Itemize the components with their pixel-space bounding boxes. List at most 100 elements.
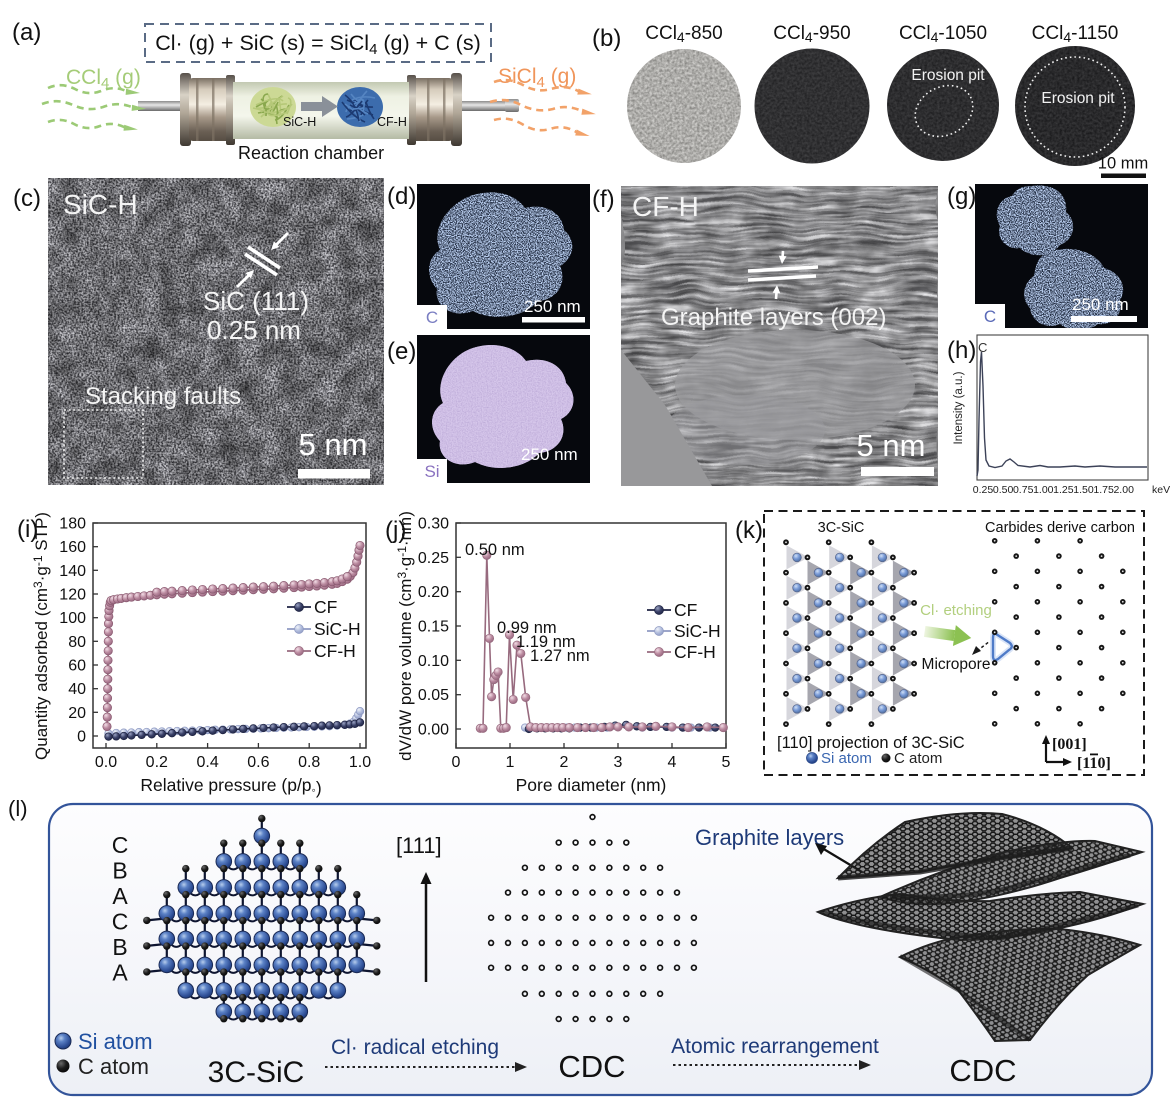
svg-text:CDC: CDC — [558, 1049, 625, 1084]
svg-text:(h): (h) — [947, 337, 976, 364]
svg-text:140: 140 — [59, 563, 86, 580]
svg-text:C: C — [112, 832, 129, 858]
svg-text:CCl4-950: CCl4-950 — [773, 23, 851, 45]
svg-text:A: A — [112, 883, 128, 909]
svg-text:0.00: 0.00 — [418, 722, 449, 739]
svg-text:CF-H: CF-H — [377, 115, 407, 129]
svg-text:(f): (f) — [592, 186, 615, 213]
svg-text:0.05: 0.05 — [418, 687, 449, 704]
svg-text:CF-H: CF-H — [314, 641, 356, 661]
svg-text:0.75: 0.75 — [1013, 484, 1034, 496]
svg-text:0.10: 0.10 — [418, 653, 449, 670]
svg-text:Cl· etching: Cl· etching — [920, 602, 992, 619]
svg-text:1.27 nm: 1.27 nm — [530, 647, 590, 665]
svg-text:SiC-H: SiC-H — [674, 621, 721, 641]
svg-text:SiCl4 (g): SiCl4 (g) — [498, 65, 576, 91]
svg-text:SiC (111): SiC (111) — [203, 286, 309, 316]
svg-text:0.25 nm: 0.25 nm — [207, 315, 301, 345]
svg-text:(a): (a) — [12, 19, 41, 46]
svg-text:120: 120 — [59, 587, 86, 604]
svg-text:0.2: 0.2 — [146, 754, 168, 771]
svg-text:0.25: 0.25 — [973, 484, 994, 496]
svg-text:3C-SiC: 3C-SiC — [818, 520, 865, 536]
svg-text:Reaction chamber: Reaction chamber — [238, 143, 384, 163]
svg-text:CCl4-850: CCl4-850 — [645, 23, 723, 45]
svg-text:(b): (b) — [592, 25, 621, 52]
svg-text:C: C — [112, 909, 129, 935]
svg-text:A: A — [112, 960, 128, 986]
svg-text:Pore diameter (nm): Pore diameter (nm) — [516, 775, 667, 795]
svg-text:0.99 nm: 0.99 nm — [497, 619, 557, 637]
svg-text:60: 60 — [68, 658, 86, 675]
svg-text:SiC-H: SiC-H — [283, 115, 316, 129]
svg-text:(k): (k) — [735, 517, 763, 544]
svg-text:180: 180 — [59, 516, 86, 533]
svg-text:Quantity adsorbed (cm3·g-1 STP: Quantity adsorbed (cm3·g-1 STP) — [31, 512, 51, 760]
svg-text:Relative pressure (p/p◦): Relative pressure (p/p◦) — [140, 775, 321, 798]
svg-text:250 nm: 250 nm — [521, 445, 578, 464]
svg-text:[110]: [110] — [1077, 755, 1111, 772]
svg-text:(e): (e) — [387, 338, 416, 365]
svg-text:0.25: 0.25 — [418, 550, 449, 567]
svg-text:1.75: 1.75 — [1093, 484, 1114, 496]
svg-text:5 nm: 5 nm — [857, 428, 926, 463]
svg-text:CF-H: CF-H — [632, 191, 699, 222]
svg-text:[001]: [001] — [1052, 736, 1087, 753]
svg-text:Intensity (a.u.): Intensity (a.u.) — [953, 371, 965, 444]
svg-text:(l): (l) — [8, 796, 28, 821]
svg-text:(i): (i) — [17, 516, 38, 543]
svg-text:Si atom: Si atom — [821, 750, 872, 767]
svg-text:[110] projection of 3C-SiC: [110] projection of 3C-SiC — [777, 734, 965, 752]
svg-text:Cl· radical etching: Cl· radical etching — [331, 1036, 499, 1059]
svg-text:2: 2 — [560, 754, 569, 771]
svg-text:1.50: 1.50 — [1073, 484, 1094, 496]
svg-text:dV/dW pore volume (cm3·g-1·nm): dV/dW pore volume (cm3·g-1·nm) — [395, 511, 415, 761]
svg-text:[111]: [111] — [396, 833, 442, 858]
svg-text:CDC: CDC — [949, 1053, 1016, 1088]
svg-text:250 nm: 250 nm — [524, 297, 581, 316]
svg-text:0.0: 0.0 — [95, 754, 117, 771]
svg-text:4: 4 — [668, 754, 677, 771]
svg-text:80: 80 — [68, 634, 86, 651]
svg-text:1.0: 1.0 — [349, 754, 371, 771]
svg-text:Stacking faults: Stacking faults — [85, 383, 241, 410]
svg-text:1.00: 1.00 — [1033, 484, 1054, 496]
svg-text:(g): (g) — [947, 183, 976, 210]
svg-text:0.30: 0.30 — [418, 515, 449, 532]
svg-text:C: C — [978, 340, 987, 355]
svg-text:(d): (d) — [387, 183, 416, 210]
svg-text:(j): (j) — [385, 517, 406, 544]
svg-text:C atom: C atom — [894, 750, 942, 767]
svg-text:SiC-H: SiC-H — [314, 619, 361, 639]
svg-text:B: B — [112, 858, 127, 884]
svg-text:5 nm: 5 nm — [299, 427, 368, 462]
svg-text:0.8: 0.8 — [298, 754, 320, 771]
svg-text:B: B — [112, 934, 127, 960]
svg-text:1: 1 — [506, 754, 515, 771]
svg-text:CF-H: CF-H — [674, 642, 716, 662]
svg-text:5: 5 — [722, 754, 731, 771]
svg-text:(c): (c) — [13, 185, 41, 212]
svg-text:C: C — [984, 307, 996, 326]
svg-text:0.20: 0.20 — [418, 584, 449, 601]
svg-text:1.25: 1.25 — [1053, 484, 1074, 496]
svg-text:keV: keV — [1152, 484, 1170, 496]
svg-text:0.6: 0.6 — [247, 754, 269, 771]
svg-text:Erosion pit: Erosion pit — [911, 67, 985, 84]
svg-text:3C-SiC: 3C-SiC — [208, 1056, 305, 1089]
svg-text:CCl4 (g): CCl4 (g) — [66, 66, 141, 92]
svg-text:3: 3 — [614, 754, 623, 771]
svg-text:1.19 nm: 1.19 nm — [516, 633, 576, 651]
svg-text:2.00: 2.00 — [1113, 484, 1134, 496]
svg-text:Carbides derive carbon: Carbides derive carbon — [985, 520, 1135, 536]
svg-text:20: 20 — [68, 705, 86, 722]
svg-text:40: 40 — [68, 681, 86, 698]
svg-text:CF: CF — [314, 597, 337, 617]
svg-text:0.50: 0.50 — [993, 484, 1014, 496]
svg-text:Graphite layers (002): Graphite layers (002) — [661, 304, 886, 331]
svg-text:0.50 nm: 0.50 nm — [465, 541, 525, 559]
svg-text:Si: Si — [424, 462, 439, 481]
svg-text:CCl4-1150: CCl4-1150 — [1032, 23, 1119, 45]
svg-text:0: 0 — [452, 754, 461, 771]
svg-text:0.15: 0.15 — [418, 618, 449, 635]
